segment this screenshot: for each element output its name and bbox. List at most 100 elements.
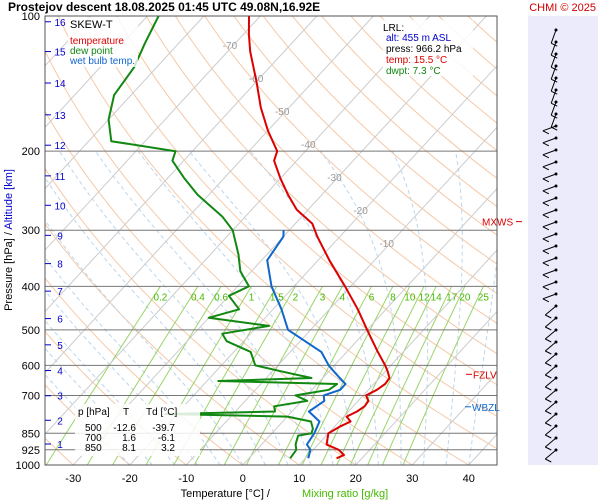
table-header-td: Td [°C] <box>146 407 177 418</box>
wind-barb-staff <box>542 161 557 168</box>
table-row-850-p: 850 <box>85 443 102 454</box>
wind-barb-staff <box>544 425 557 436</box>
wind-barb-flag <box>542 250 550 255</box>
data-series <box>107 16 391 460</box>
isotherm <box>242 187 497 465</box>
isotherm <box>45 16 431 436</box>
altitude-tick-label: 3 <box>57 392 63 403</box>
mixing-ratio-label: 0.4 <box>191 292 205 303</box>
wind-barb-flag <box>545 386 552 391</box>
isotherm <box>45 16 205 190</box>
wind-barb-flag <box>542 178 550 183</box>
wind-barb-staff <box>542 209 557 216</box>
wind-barb-flag <box>550 42 558 47</box>
dry-adiabat <box>262 16 497 236</box>
wind-barb-staff <box>542 125 557 132</box>
y-axis-label: Pressure [hPa] / Altitude [km] <box>3 169 15 311</box>
altitude-tick-label: 12 <box>54 141 66 152</box>
wind-barb-staff <box>544 413 557 424</box>
y-axis-label-separator: / <box>3 230 15 239</box>
wind-barb-point <box>554 112 558 116</box>
wind-barb-staff <box>550 89 557 104</box>
altitude-tick-label: 4 <box>57 367 63 378</box>
isotherm <box>411 372 497 465</box>
altitude-tick-label: 10 <box>54 201 66 212</box>
plot-frame <box>44 15 498 466</box>
altitude-tick-label: 15 <box>54 48 66 59</box>
wind-barb-point <box>554 388 558 392</box>
wind-barb-staff <box>544 389 557 400</box>
wind-barb-flag <box>545 398 552 403</box>
wind-barb-staff <box>544 401 557 412</box>
y-tick-label: 1000 <box>16 460 40 472</box>
wind-barb-flag <box>542 142 550 147</box>
level-table-background <box>75 404 200 456</box>
dry-adiabat <box>174 16 497 324</box>
wind-barb-staff <box>542 281 557 288</box>
y-tick-label: 925 <box>22 445 40 457</box>
wind-barb-flag <box>542 274 550 279</box>
level-mxws-label: MXWS <box>482 218 513 229</box>
wind-barb-staff <box>550 41 557 56</box>
wind-barb-point <box>554 100 558 104</box>
wind-barb-staff <box>542 221 557 228</box>
table-row-700-td: -6.1 <box>158 433 176 444</box>
isotherm <box>298 249 497 465</box>
wind-barb-flag <box>545 374 552 379</box>
isotherm-label: -70 <box>223 41 238 52</box>
wind-barb-staff <box>542 269 557 276</box>
isotherm-label: -30 <box>327 173 342 184</box>
lrl-box: LRL: alt: 455 m ASL press: 966.2 hPa tem… <box>383 20 473 77</box>
wind-barb-point <box>554 160 558 164</box>
wind-barb-flag <box>550 66 558 71</box>
wind-barb-flag <box>542 298 550 303</box>
mixing-ratio-label: 17 <box>446 292 458 303</box>
wind-barb-point <box>554 448 558 452</box>
wind-barb-point <box>554 220 558 224</box>
table-row-850-td: 3.2 <box>161 443 175 454</box>
mixing-ratio-label: 8 <box>390 292 396 303</box>
mixing-ratio-label: 2 <box>293 292 299 303</box>
dry-adiabat <box>145 16 497 355</box>
altitude-tick-label: 5 <box>57 341 63 352</box>
wind-barb-point <box>554 376 558 380</box>
altitude-tick-label: 9 <box>57 231 63 242</box>
level-table: p [hPa] T Td [°C] 500 -12.6 -39.7 700 1.… <box>75 404 200 456</box>
wind-barb-panel <box>528 16 598 465</box>
isotherm <box>45 16 261 251</box>
level-fzlv: FZLV <box>466 370 497 381</box>
x-axis-label-separator: / <box>264 488 271 500</box>
altitude-tick-label: 16 <box>54 18 66 29</box>
wind-barb-staff <box>544 317 557 328</box>
wind-barb-point <box>554 124 558 128</box>
series-wet-bulb-temp <box>266 230 347 459</box>
wind-barb-flag <box>550 90 558 95</box>
y-axis-label-pressure: Pressure [hPa] <box>3 238 15 311</box>
lrl-alt: alt: 455 m ASL <box>386 33 451 44</box>
x-tick-label: -10 <box>178 473 194 485</box>
x-tick-label: 30 <box>406 473 418 485</box>
mixing-ratio-label: 1 <box>249 292 255 303</box>
y-tick-label: 100 <box>22 11 40 23</box>
isotherm <box>45 16 148 128</box>
table-row-500-p: 500 <box>85 423 102 434</box>
table-row-700-t: 1.6 <box>122 433 136 444</box>
wind-barb-staff <box>542 245 557 252</box>
altitude-tick-label: 6 <box>57 315 63 326</box>
mixing-ratio-label: 0.2 <box>153 292 167 303</box>
y-tick-label: 200 <box>22 146 40 158</box>
wind-barb-staff <box>544 437 557 448</box>
wind-barb-staff <box>542 233 557 240</box>
axes: -30 -20 -10 0 10 20 30 401002003004005006007008… <box>16 11 475 485</box>
wind-barb-staff <box>550 77 557 92</box>
dry-adiabat <box>292 16 497 208</box>
x-tick-label: 0 <box>240 473 246 485</box>
isotherm <box>185 126 497 465</box>
wind-barb-flag <box>545 362 552 367</box>
mixing-ratio-label: 20 <box>459 292 471 303</box>
moist-adiabat <box>95 150 312 465</box>
wind-barb-point <box>554 328 558 332</box>
wind-barb-point <box>554 40 558 44</box>
dry-adiabat <box>87 16 497 418</box>
